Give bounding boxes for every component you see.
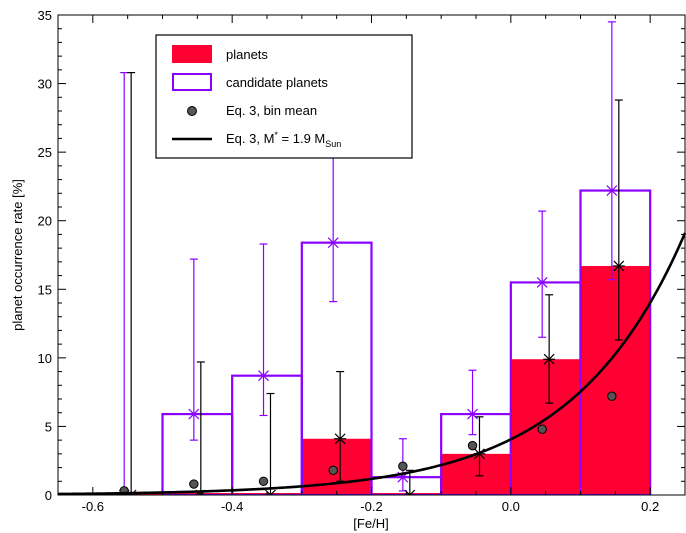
bin-mean-point	[467, 440, 478, 451]
x-axis-title: [Fe/H]	[353, 516, 388, 531]
candidate-errorbar	[327, 151, 340, 303]
candidate-errorbar	[257, 243, 270, 417]
axes: -0.6 -0.4 -0.2 0.0 0.2 0 5 10 15 20 25 30 35	[38, 8, 686, 514]
bin-mean-point	[537, 424, 547, 434]
candidate-errorbar	[118, 71, 131, 495]
x-tick-label: -0.4	[221, 499, 243, 514]
legend-label-bin-mean: Eq. 3, bin mean	[226, 103, 317, 118]
y-axis-title: planet occurrence rate [%]	[10, 179, 25, 331]
y-tick-label: 0	[45, 488, 52, 503]
candidate-errorbar	[536, 210, 549, 338]
planet-errorbar	[194, 361, 207, 495]
star-marker-b	[408, 489, 416, 495]
bin-mean-point	[398, 461, 408, 471]
y-tick-label: 10	[38, 351, 52, 366]
legend-label-model: Eq. 3, M* = 1.9 MSun	[226, 130, 341, 149]
legend-swatch-candidates	[172, 73, 212, 91]
x-tick-label: 0.0	[502, 499, 520, 514]
candidate-errorbar	[605, 21, 618, 281]
planet-errorbar	[543, 294, 556, 404]
legend: planets candidate planets Eq. 3, bin mea…	[155, 34, 413, 159]
planet-errorbar	[125, 71, 138, 495]
legend-label-candidates: candidate planets	[226, 75, 328, 90]
planet-errorbar	[334, 370, 347, 482]
candidate-errorbar	[466, 369, 479, 436]
star-marker-b	[269, 489, 276, 495]
legend-label-planets: planets	[226, 47, 268, 62]
star-marker-b	[130, 489, 137, 495]
x-tick-label: -0.6	[82, 499, 104, 514]
legend-swatch-planets	[172, 45, 212, 63]
planet-bar	[441, 453, 511, 495]
bin-mean-point	[607, 391, 617, 401]
legend-marker-bin-mean	[187, 106, 197, 116]
y-tick-label: 5	[45, 419, 52, 434]
y-tick-label: 35	[38, 8, 52, 23]
y-tick-label: 30	[38, 77, 52, 92]
bin-mean-point	[189, 479, 199, 489]
y-tick-label: 25	[38, 145, 52, 160]
candidate-errorbar	[187, 258, 200, 441]
bin-mean-point	[258, 476, 269, 486]
planet-errorbar	[612, 99, 625, 341]
y-tick-label: 20	[38, 214, 52, 229]
bin-mean-point	[328, 465, 338, 476]
x-tick-label: 0.2	[641, 499, 659, 514]
y-tick-label: 15	[38, 282, 52, 297]
x-tick-label: -0.2	[360, 499, 382, 514]
